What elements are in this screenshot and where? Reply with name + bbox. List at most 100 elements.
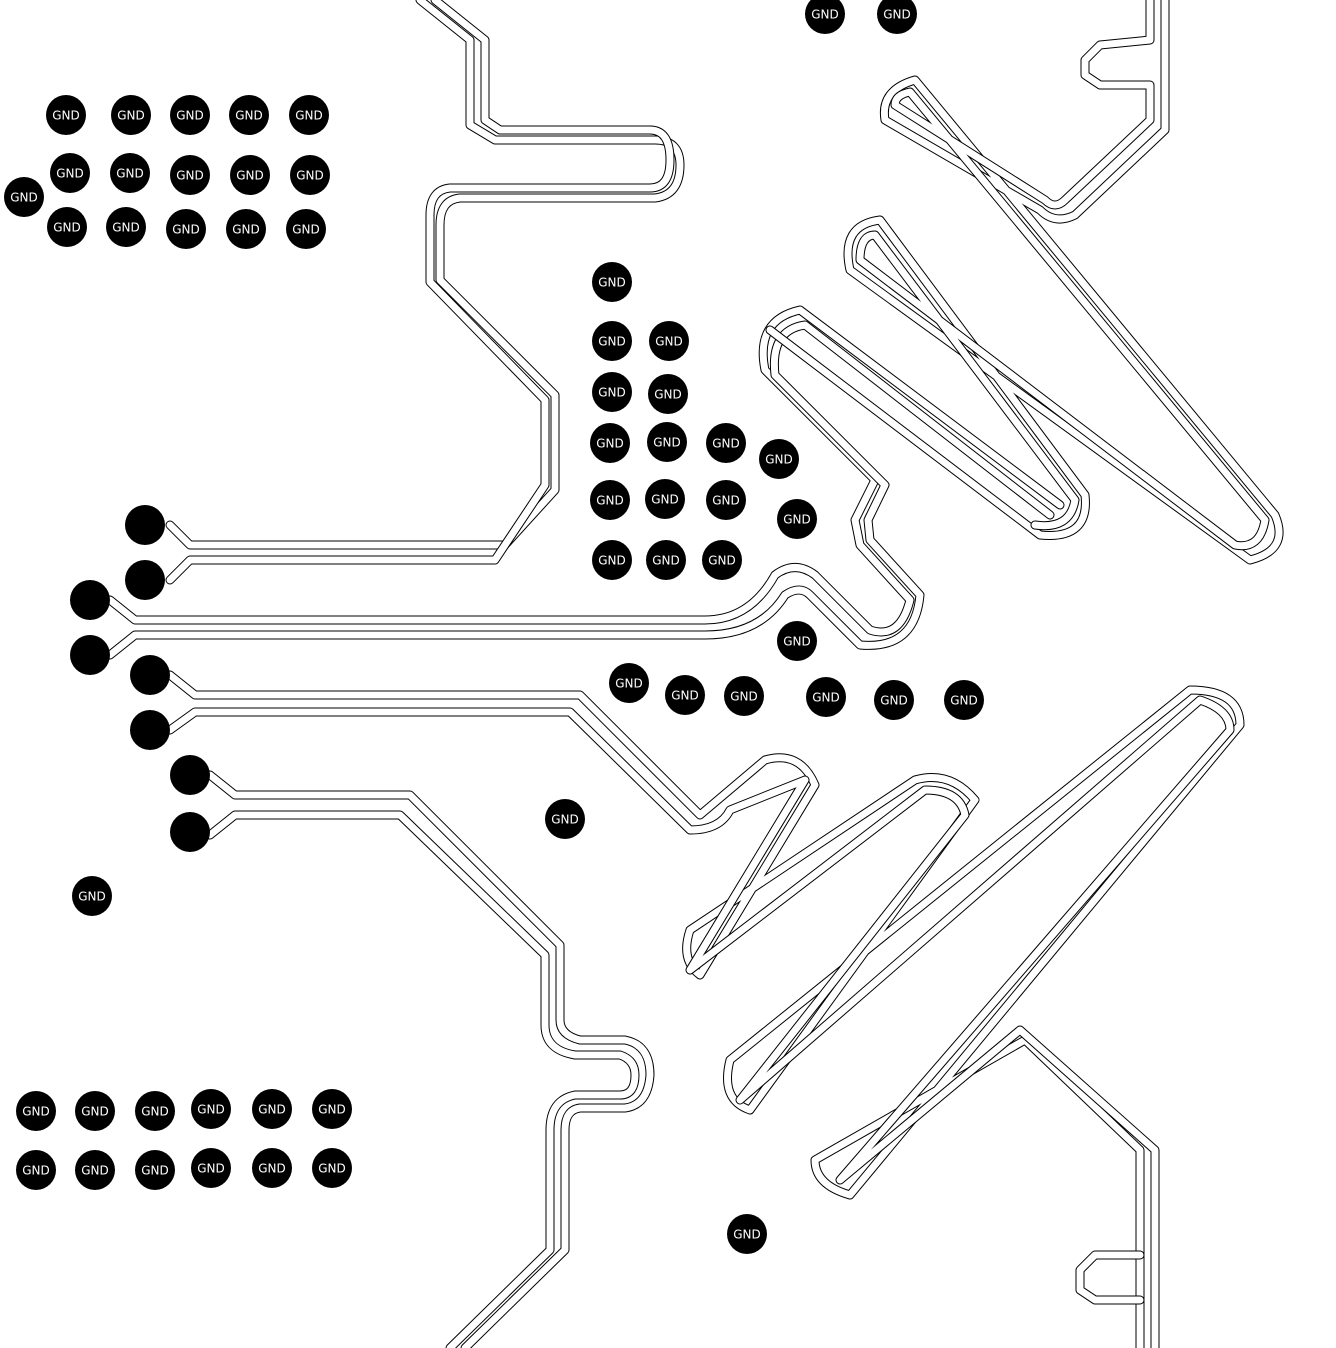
gnd-via-dot: [665, 675, 705, 715]
gnd-via: GND: [590, 423, 630, 463]
signal-pad-2: [125, 560, 165, 600]
gnd-via-label: GND: [197, 1103, 225, 1117]
gnd-via: GND: [590, 480, 630, 520]
gnd-via-label: GND: [733, 1228, 761, 1242]
gnd-via: GND: [806, 677, 846, 717]
gnd-via-label: GND: [197, 1162, 225, 1176]
gnd-via-dot: [874, 680, 914, 720]
gnd-via: GND: [665, 675, 705, 715]
gnd-via-label: GND: [53, 221, 81, 235]
gnd-via: GND: [106, 207, 146, 247]
gnd-via-label: GND: [783, 513, 811, 527]
gnd-via-label: GND: [176, 169, 204, 183]
signal-pad-4: [70, 635, 110, 675]
trace-route-8-fill: [206, 811, 639, 1348]
gnd-via: GND: [649, 321, 689, 361]
gnd-via: GND: [47, 207, 87, 247]
gnd-via: GND: [874, 680, 914, 720]
gnd-via-label: GND: [56, 167, 84, 181]
gnd-via: GND: [944, 680, 984, 720]
gnd-via-label: GND: [296, 169, 324, 183]
gnd-via-label: GND: [652, 554, 680, 568]
gnd-via-dot: [759, 439, 799, 479]
gnd-via: GND: [252, 1148, 292, 1188]
gnd-via-dot: [646, 540, 686, 580]
gnd-via-label: GND: [651, 493, 679, 507]
gnd-via-label: GND: [712, 437, 740, 451]
gnd-via-dot: [226, 209, 266, 249]
gnd-via-dot: [289, 95, 329, 135]
gnd-via: GND: [647, 422, 687, 462]
gnd-via-dot: [877, 0, 917, 34]
gnd-via-dot: [72, 876, 112, 916]
trace-route-4-fill: [106, 321, 1054, 659]
gnd-via-dot: [191, 1148, 231, 1188]
gnd-via-label: GND: [598, 276, 626, 290]
gnd-via-label: GND: [22, 1164, 50, 1178]
gnd-via-label: GND: [708, 554, 736, 568]
signal-pad-3: [70, 580, 110, 620]
gnd-via-dot: [702, 540, 742, 580]
gnd-via-dot: [50, 153, 90, 193]
gnd-via-label: GND: [235, 109, 263, 123]
gnd-via: GND: [592, 540, 632, 580]
gnd-via: GND: [648, 374, 688, 414]
trace-route-10-fill: [856, 0, 1269, 550]
gnd-via-dot: [47, 207, 87, 247]
gnd-via-label: GND: [671, 689, 699, 703]
trace-route-2-fill: [166, 0, 674, 584]
gnd-via-label: GND: [10, 191, 38, 205]
gnd-via: GND: [545, 799, 585, 839]
gnd-via-label: GND: [811, 8, 839, 22]
signal-pad-6: [130, 710, 170, 750]
gnd-via: GND: [170, 95, 210, 135]
gnd-via-dot: [106, 207, 146, 247]
gnd-via: GND: [111, 95, 151, 135]
gnd-via-label: GND: [318, 1162, 346, 1176]
gnd-via-dot: [166, 209, 206, 249]
signal-pad-layer: [70, 505, 210, 852]
gnd-via-dot: [110, 153, 150, 193]
gnd-via-label: GND: [295, 109, 323, 123]
gnd-via-dot: [290, 155, 330, 195]
gnd-via-label: GND: [654, 388, 682, 402]
gnd-via-label: GND: [112, 221, 140, 235]
gnd-via: GND: [777, 499, 817, 539]
gnd-via: GND: [75, 1150, 115, 1190]
gnd-via: GND: [166, 209, 206, 249]
signal-pad-5: [130, 655, 170, 695]
trace-route-11-fill: [1076, 1251, 1144, 1304]
gnd-via: GND: [16, 1091, 56, 1131]
gnd-via: GND: [312, 1148, 352, 1188]
gnd-via-dot: [545, 799, 585, 839]
gnd-via-dot: [170, 155, 210, 195]
gnd-via-label: GND: [141, 1164, 169, 1178]
gnd-via: GND: [289, 95, 329, 135]
gnd-via-label: GND: [712, 494, 740, 508]
gnd-via-dot: [312, 1089, 352, 1129]
gnd-via: GND: [4, 177, 44, 217]
gnd-via-label: GND: [116, 167, 144, 181]
gnd-via-dot: [609, 663, 649, 703]
gnd-via-label: GND: [81, 1105, 109, 1119]
gnd-via-dot: [312, 1148, 352, 1188]
gnd-via-label: GND: [232, 223, 260, 237]
gnd-via-dot: [16, 1091, 56, 1131]
gnd-via-dot: [649, 321, 689, 361]
gnd-via-dot: [724, 676, 764, 716]
gnd-via: GND: [286, 209, 326, 249]
gnd-via-dot: [590, 480, 630, 520]
gnd-via-label: GND: [22, 1105, 50, 1119]
gnd-via-dot: [230, 155, 270, 195]
gnd-via: GND: [229, 95, 269, 135]
gnd-via-dot: [191, 1089, 231, 1129]
gnd-via: GND: [645, 479, 685, 519]
gnd-via-label: GND: [598, 386, 626, 400]
gnd-via-label: GND: [258, 1162, 286, 1176]
gnd-via: GND: [72, 876, 112, 916]
gnd-via-dot: [111, 95, 151, 135]
gnd-via: GND: [702, 540, 742, 580]
gnd-via-label: GND: [551, 813, 579, 827]
gnd-via-label: GND: [596, 494, 624, 508]
